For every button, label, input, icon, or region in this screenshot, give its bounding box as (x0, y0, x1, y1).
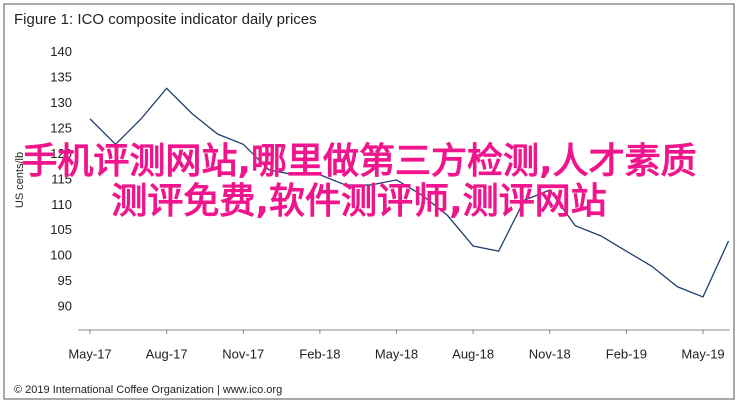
y-tick-label: 135 (50, 70, 72, 85)
x-tick-label: Aug-18 (452, 346, 494, 361)
y-tick-label: 115 (51, 171, 72, 186)
x-tick-label: Nov-18 (529, 346, 571, 361)
overlay-text: 手机评测网站,哪里做第三方检测,人才素质测评免费,软件测评师,测评网站 (21, 141, 697, 222)
line (89, 87, 730, 298)
x-tick-label: Feb-18 (299, 346, 340, 361)
y-tick-label: 125 (50, 120, 72, 135)
y-tick-label: 110 (51, 197, 72, 212)
y-tick-label: 90 (58, 299, 72, 314)
chart-title: Figure 1: ICO composite indicator daily … (14, 11, 317, 28)
x-tick-label: May-19 (681, 346, 724, 361)
y-axis-label: US cents/lb (14, 152, 26, 208)
y-tick-label: 130 (50, 95, 72, 110)
y-tick-label: 120 (50, 146, 72, 161)
x-tick-label: Nov-17 (222, 346, 264, 361)
x-tick-label: May-18 (375, 346, 418, 361)
y-tick-label: 100 (50, 248, 72, 263)
x-tick-label: May-17 (68, 346, 111, 361)
footer: © 2019 International Coffee Organization… (14, 384, 282, 396)
frame (3, 3, 735, 400)
y-tick-label: 105 (50, 222, 72, 237)
x-tick-label: Aug-17 (146, 346, 188, 361)
y-tick-label: 140 (50, 44, 72, 59)
y-tick-label: 95 (58, 273, 72, 288)
x-tick-label: Feb-19 (606, 346, 647, 361)
